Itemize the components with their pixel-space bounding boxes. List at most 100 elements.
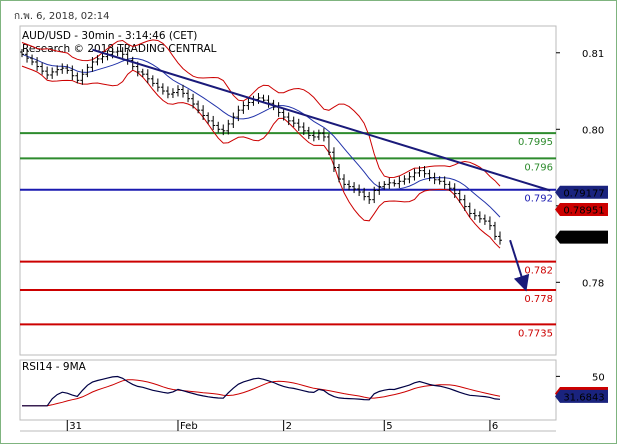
price-bar <box>281 108 286 121</box>
price-bar <box>175 85 180 97</box>
price-bar <box>80 69 85 85</box>
level-label: 0.792 <box>524 194 553 205</box>
price-bar <box>241 101 246 114</box>
price-badge: 0.79177 <box>555 185 608 199</box>
price-bar <box>276 102 281 117</box>
price-badge: 0.78951 <box>555 203 608 217</box>
rsi-line <box>22 375 501 407</box>
price-bar <box>362 187 367 201</box>
price-bar <box>216 121 221 133</box>
price-badge-bg <box>555 203 608 217</box>
price-bar <box>342 174 347 189</box>
bollinger-mid-line <box>21 53 501 218</box>
price-bar <box>347 180 352 191</box>
price-bar <box>170 88 175 99</box>
chart-title-line1: AUD/USD - 30min - 3:14:46 (CET) <box>22 30 198 42</box>
rsi-ma-line <box>22 379 501 407</box>
chart-title-line2: Research © 2018 TRADING CENTRAL <box>22 43 217 55</box>
price-bar <box>150 75 155 87</box>
price-bar <box>437 176 442 185</box>
y-tick-label: 0.80 <box>582 125 604 136</box>
price-bar <box>296 118 301 131</box>
price-bar <box>326 133 331 156</box>
price-bar <box>457 190 462 203</box>
x-tick-label: 2 <box>286 421 292 432</box>
price-bar <box>316 129 321 141</box>
price-bar <box>231 112 236 128</box>
price-bar <box>206 112 211 124</box>
price-bar <box>65 64 70 74</box>
price-bar <box>382 181 387 190</box>
price-bar <box>256 92 261 104</box>
x-tick-label: 6 <box>492 421 498 432</box>
y-tick-label: 0.81 <box>582 49 604 60</box>
price-bar <box>196 100 201 114</box>
price-bar <box>447 181 452 191</box>
price-bar <box>45 66 50 80</box>
price-bar <box>120 47 125 58</box>
price-bar <box>452 183 457 199</box>
forecast-arrow <box>509 239 530 292</box>
price-bar <box>125 49 130 65</box>
price-bar <box>55 65 60 76</box>
rsi-panel-border <box>19 359 557 421</box>
price-badge-label: 0.79177 <box>563 188 604 199</box>
rsi-title: RSI14 - 9MA <box>22 361 86 373</box>
price-bar <box>236 105 241 122</box>
price-bar <box>427 169 432 182</box>
price-bar <box>145 69 150 84</box>
price-bar <box>321 128 326 142</box>
price-bar <box>251 95 256 106</box>
price-bar <box>50 67 55 79</box>
price-bar <box>186 89 191 103</box>
price-bar <box>140 68 145 78</box>
price-bar <box>286 112 291 126</box>
price-bar <box>291 116 296 128</box>
price-bar <box>352 182 357 194</box>
price-bar <box>35 57 40 71</box>
price-bar <box>377 181 382 195</box>
price-bar <box>367 191 372 204</box>
price-bar <box>311 130 316 142</box>
price-bar <box>70 65 75 81</box>
price-bar <box>487 216 492 230</box>
rsi-badge: 31.6843 <box>555 389 608 403</box>
price-bar <box>60 63 65 74</box>
price-bar <box>40 62 45 75</box>
rsi-tick-label: 50 <box>592 372 605 383</box>
price-bar <box>181 84 186 98</box>
level-label: 0.796 <box>524 162 553 173</box>
price-bar <box>387 177 392 189</box>
price-bar <box>402 175 407 185</box>
price-bar <box>407 172 412 184</box>
price-bar <box>417 166 422 177</box>
y-tick-label: 0.78 <box>582 278 604 289</box>
price-bar <box>115 46 120 57</box>
x-tick-label: 31 <box>69 421 82 432</box>
price-bar <box>306 126 311 139</box>
price-bar <box>301 122 306 135</box>
price-bar <box>226 119 231 135</box>
price-bar <box>30 54 35 66</box>
rsi-badge-label: 31.6843 <box>563 392 604 403</box>
price-bar <box>372 186 377 204</box>
price-bar <box>221 124 226 136</box>
price-bar <box>155 78 160 92</box>
price-badge-bg <box>555 185 608 199</box>
price-bar <box>20 48 24 58</box>
price-bar <box>397 176 402 189</box>
price-bar <box>392 179 397 187</box>
chart-title: AUD/USD - 30min - 3:14:46 (CET) Research… <box>22 30 217 56</box>
price-bar <box>336 163 341 183</box>
price-bar <box>412 168 417 181</box>
main-panel: 0.810.800.790.780.79950.7960.7920.7820.7… <box>19 25 608 356</box>
price-bar <box>75 72 80 84</box>
price-bar <box>211 115 216 130</box>
price-bar <box>201 105 206 120</box>
level-label: 0.782 <box>524 266 553 277</box>
header-date: ก.พ. 6, 2018, 02:14 <box>14 11 110 22</box>
price-bar <box>191 93 196 109</box>
price-bar <box>25 49 30 63</box>
